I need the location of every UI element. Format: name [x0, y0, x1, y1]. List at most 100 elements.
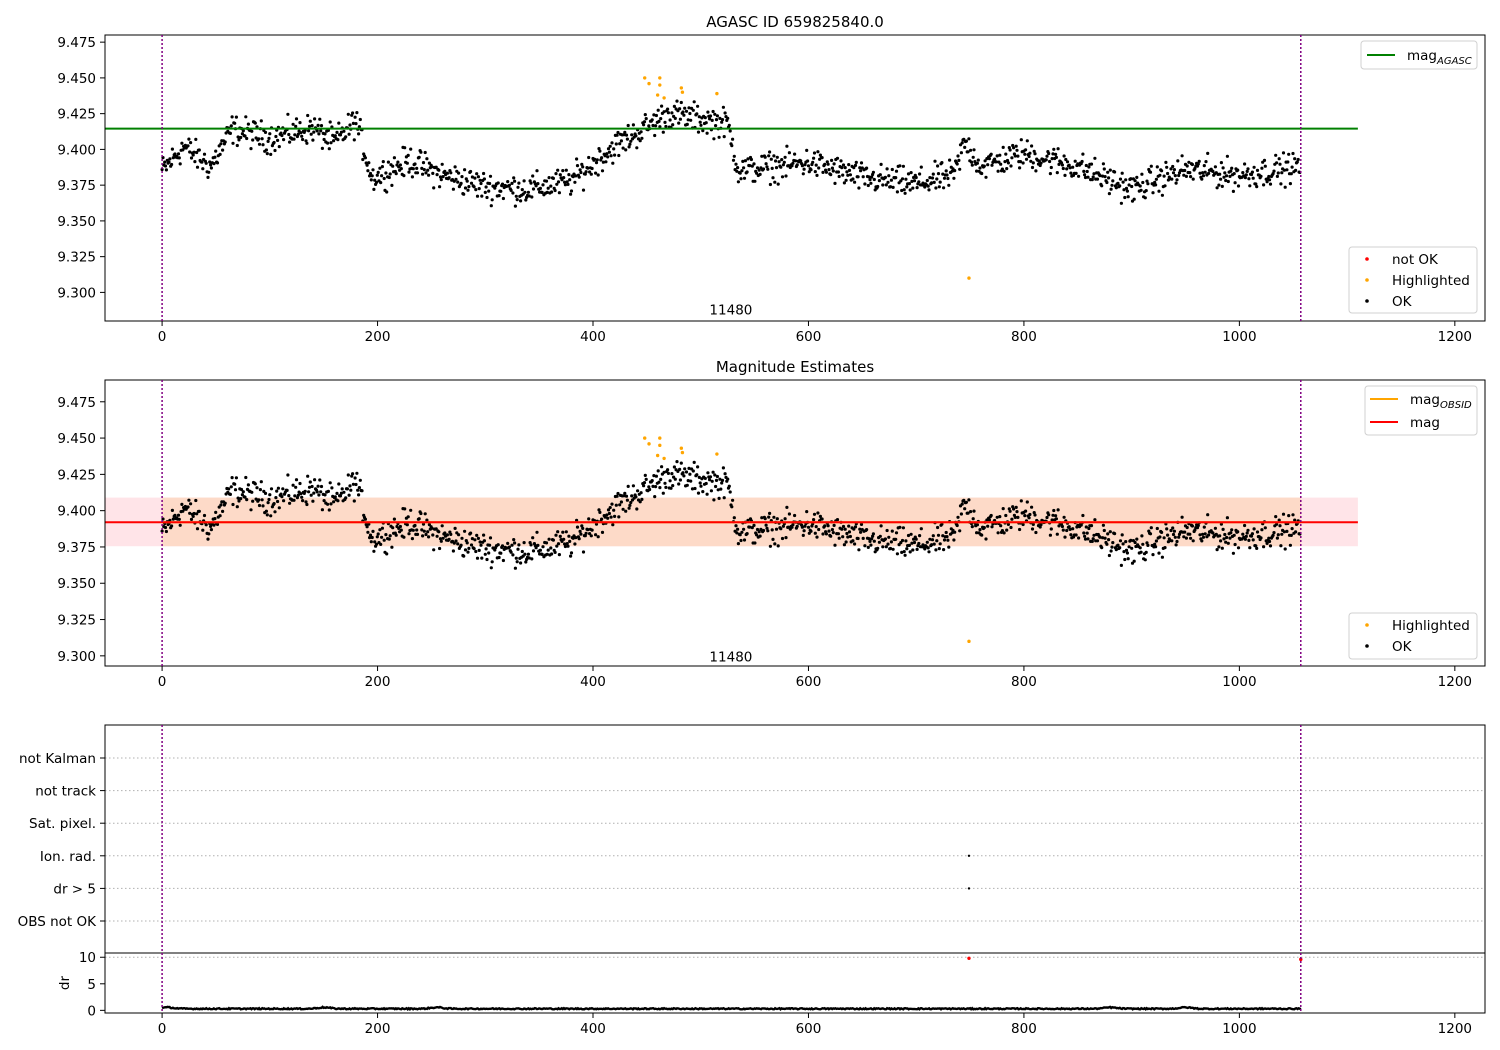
- ok-point: [1228, 536, 1232, 540]
- ok-point: [255, 125, 259, 129]
- ok-point: [1016, 515, 1020, 520]
- ok-point: [360, 489, 364, 493]
- ok-point: [1063, 173, 1067, 177]
- ok-point: [1294, 530, 1298, 534]
- ok-point: [212, 162, 216, 166]
- ok-point: [189, 156, 194, 160]
- ok-point: [514, 556, 518, 560]
- ok-point: [821, 170, 825, 174]
- ok-point: [736, 180, 741, 184]
- ok-point: [565, 542, 569, 546]
- ok-point: [1087, 165, 1091, 169]
- panel-flags-grid: [100, 757, 1485, 922]
- ok-point: [766, 167, 770, 171]
- ok-point: [995, 515, 999, 519]
- ok-point: [675, 99, 679, 103]
- ok-point: [1191, 177, 1195, 181]
- ok-point: [654, 485, 658, 489]
- ok-point: [358, 117, 362, 122]
- ok-point: [679, 100, 683, 105]
- ok-point: [793, 513, 797, 518]
- ok-point: [551, 538, 556, 542]
- ok-point: [730, 144, 734, 148]
- ok-point: [296, 132, 300, 136]
- ok-point: [642, 484, 646, 488]
- ok-point: [549, 546, 553, 550]
- legend-label-highlighted: Highlighted: [1392, 618, 1470, 634]
- ok-point: [903, 553, 907, 557]
- ok-point: [711, 470, 715, 474]
- ok-point: [1293, 157, 1297, 161]
- x-tick-label: 1200: [1438, 329, 1472, 345]
- legend-marker-highlighted: [1365, 278, 1369, 282]
- ok-point: [1190, 162, 1194, 167]
- ok-point: [1160, 530, 1164, 535]
- ok-point: [1082, 169, 1086, 173]
- ok-point: [635, 507, 639, 511]
- ok-point: [835, 518, 840, 522]
- ok-point: [274, 134, 278, 139]
- ok-point: [293, 133, 297, 137]
- panel-magnitude-estimates: Magnitude Estimates 0 200 400 600 800 1000 120…: [57, 358, 1486, 690]
- ok-point: [459, 543, 463, 547]
- ok-point: [947, 545, 951, 549]
- ok-point: [304, 500, 308, 504]
- ok-point: [900, 188, 904, 193]
- ok-point: [531, 549, 536, 553]
- ok-point: [594, 161, 599, 165]
- ok-point: [467, 185, 471, 189]
- ok-point: [708, 475, 713, 479]
- ok-point: [1057, 162, 1061, 166]
- ok-point: [587, 155, 591, 160]
- ok-point: [976, 158, 980, 162]
- ok-point: [1275, 174, 1279, 178]
- ok-point: [1223, 532, 1227, 537]
- ok-point: [568, 178, 572, 182]
- ok-point: [529, 543, 533, 547]
- ok-point: [483, 190, 487, 194]
- ok-point: [615, 133, 619, 137]
- ok-point: [962, 498, 966, 502]
- ok-point: [708, 478, 712, 482]
- ok-point: [800, 525, 805, 529]
- ok-point: [613, 153, 617, 157]
- ok-point: [980, 533, 984, 537]
- ok-point: [164, 529, 168, 534]
- ok-point: [1228, 174, 1232, 178]
- ok-point: [1030, 165, 1035, 170]
- ok-point: [437, 530, 441, 534]
- ok-point: [233, 488, 238, 492]
- ok-point: [1164, 160, 1168, 164]
- ok-point: [1019, 138, 1023, 142]
- ok-point: [380, 535, 384, 539]
- ok-point: [787, 151, 792, 155]
- ok-point: [998, 515, 1002, 519]
- ok-point: [192, 150, 196, 154]
- ok-point: [561, 169, 565, 173]
- ok-point: [684, 109, 689, 113]
- highlighted-point: [662, 456, 666, 461]
- ok-point: [406, 515, 410, 519]
- ok-point: [207, 170, 211, 174]
- ok-point: [1107, 553, 1111, 558]
- ok-point: [677, 121, 681, 125]
- ok-point: [845, 170, 849, 174]
- ok-point: [843, 166, 847, 170]
- ok-point: [219, 142, 223, 146]
- y-tick-label: 9.400: [57, 142, 96, 158]
- y-tick-label: 9.375: [57, 178, 96, 194]
- ok-point: [469, 531, 473, 535]
- ok-point: [1083, 537, 1088, 541]
- ok-point: [1032, 510, 1036, 515]
- ok-point: [230, 115, 234, 119]
- ok-point: [666, 471, 671, 475]
- ok-point: [699, 123, 703, 127]
- ok-point: [1255, 168, 1260, 172]
- ok-point: [783, 517, 787, 521]
- ok-point: [1005, 167, 1009, 171]
- ok-point: [696, 491, 701, 495]
- ok-point: [1267, 536, 1271, 540]
- ok-point: [755, 166, 760, 170]
- ok-point: [889, 178, 894, 182]
- ok-point: [193, 160, 197, 164]
